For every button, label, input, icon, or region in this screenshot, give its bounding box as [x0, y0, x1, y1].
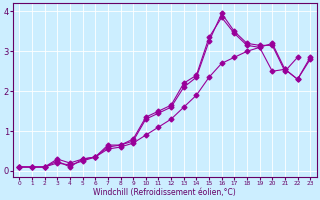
- X-axis label: Windchill (Refroidissement éolien,°C): Windchill (Refroidissement éolien,°C): [93, 188, 236, 197]
